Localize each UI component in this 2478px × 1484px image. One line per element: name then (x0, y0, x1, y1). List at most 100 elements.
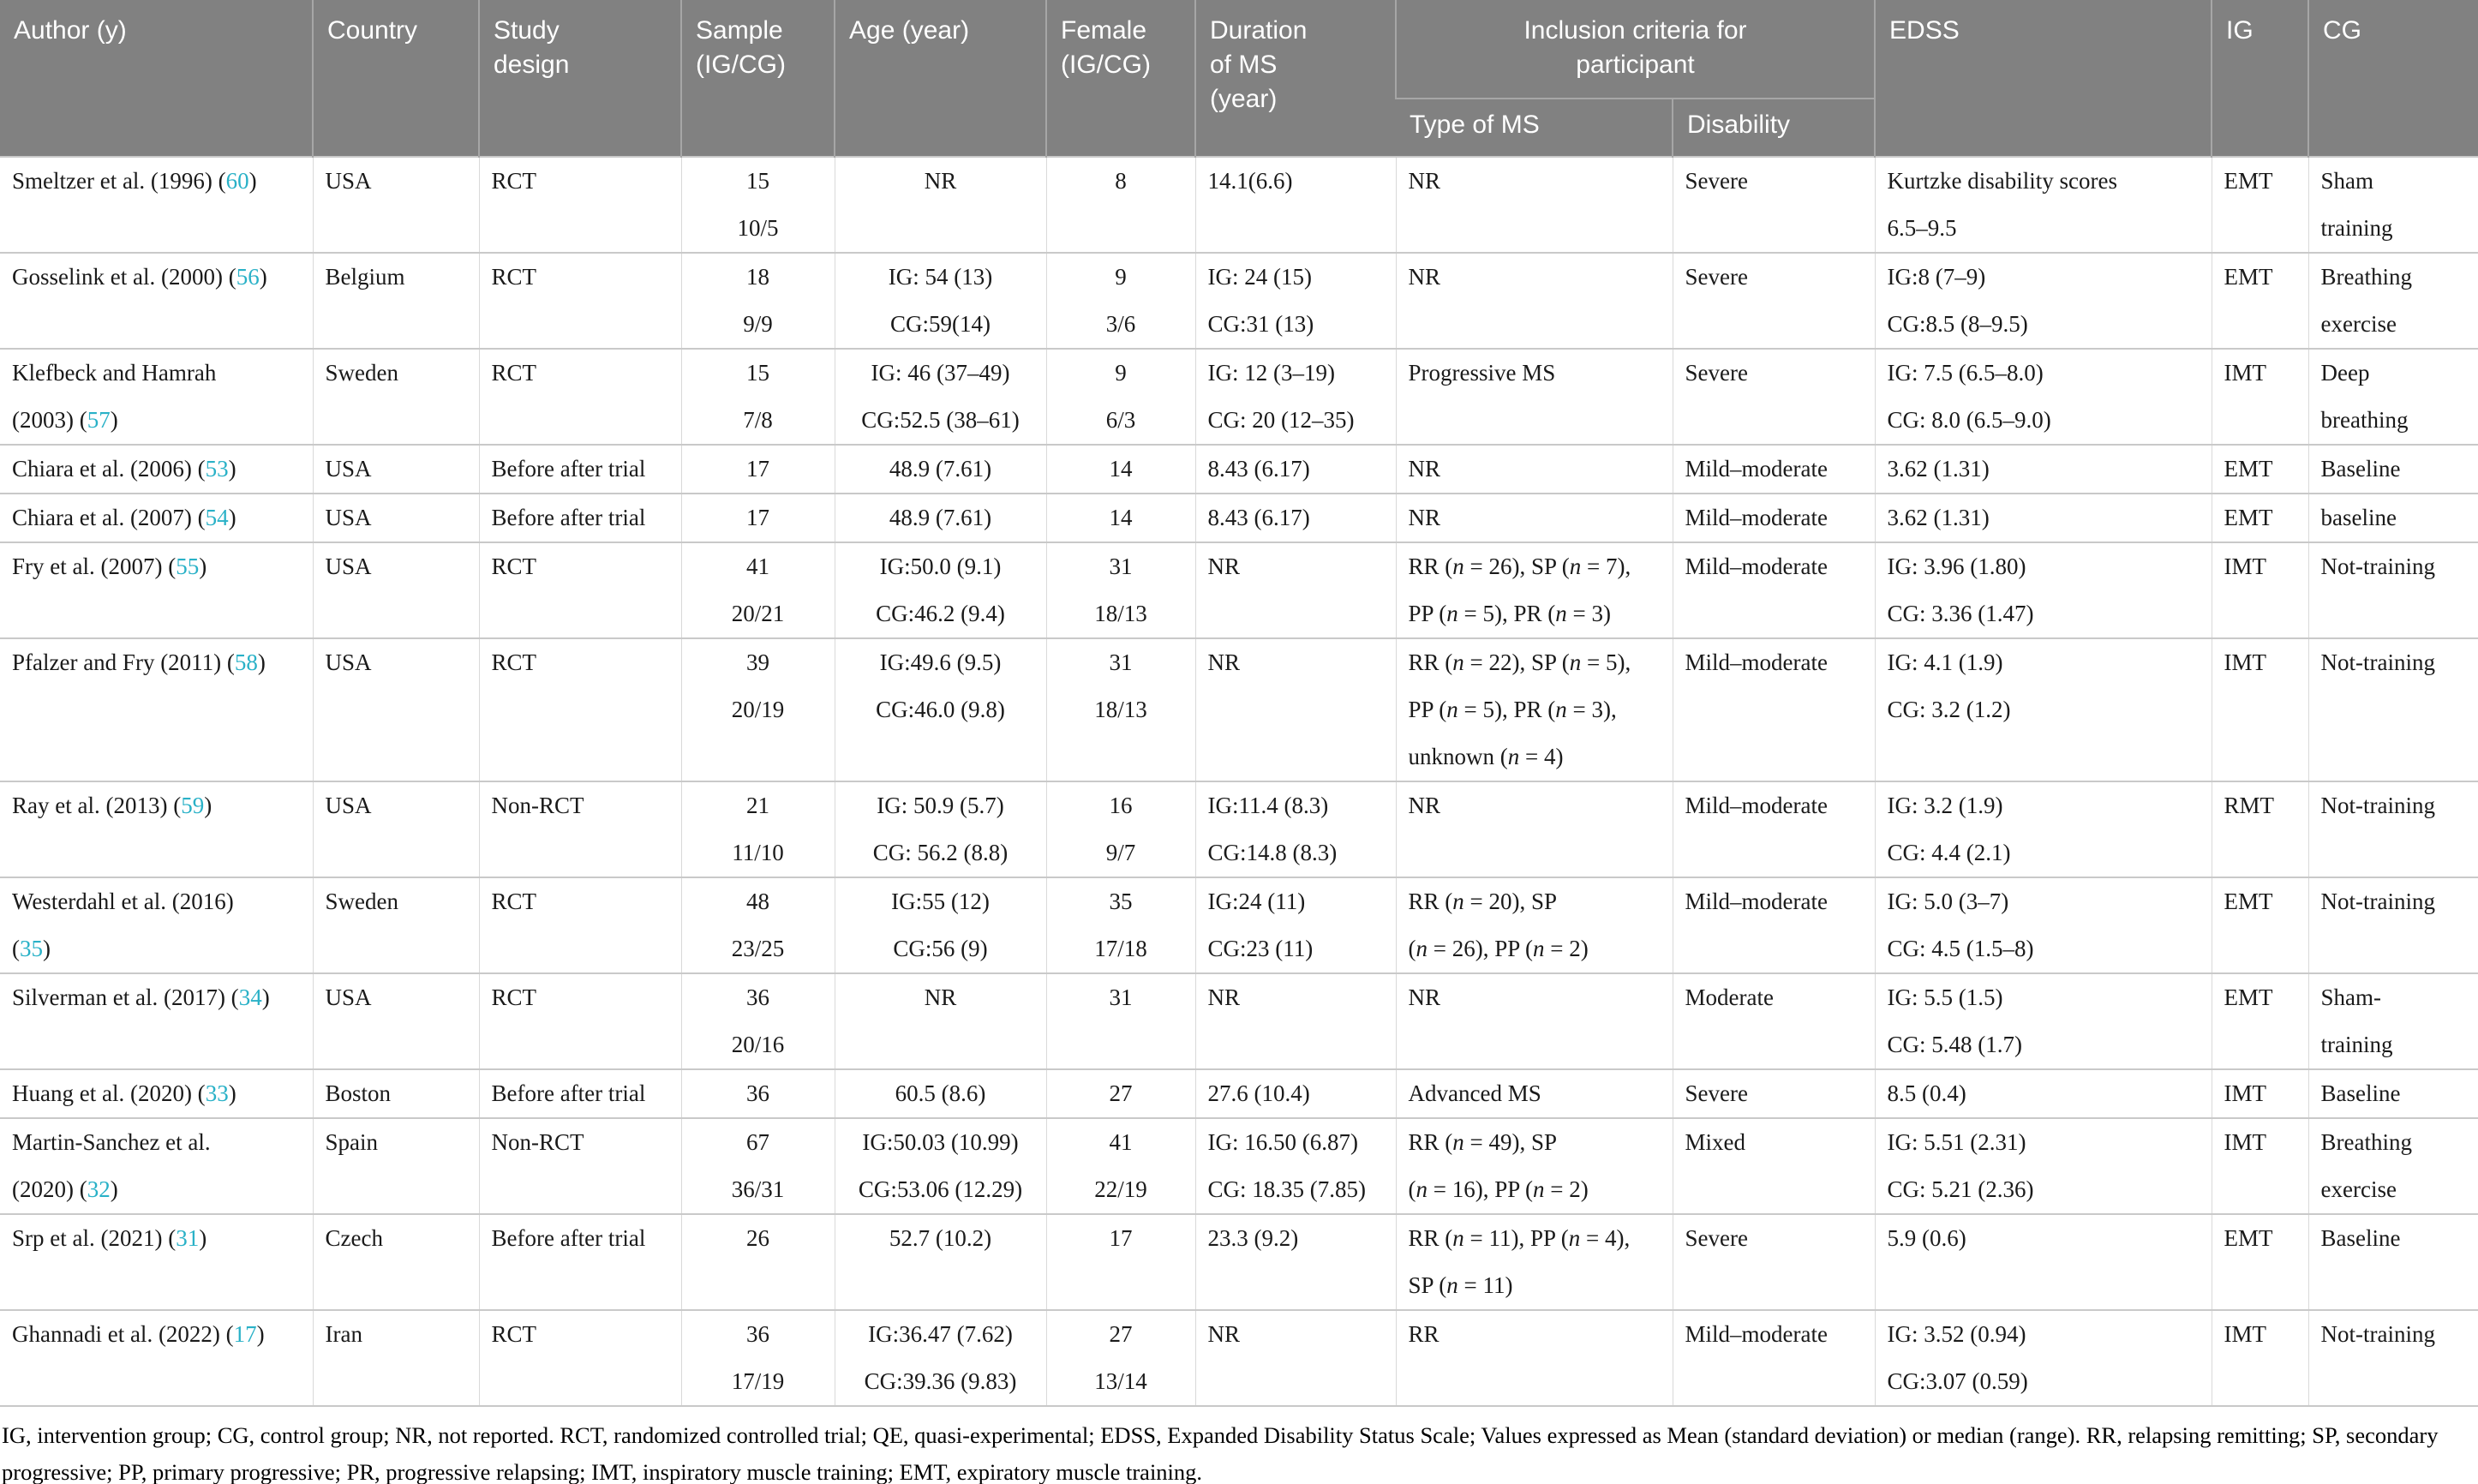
cell-duration: NR (1194, 542, 1396, 638)
cell-sample: 67 36/31 (680, 1118, 835, 1214)
cell-cg: Breathing exercise (2307, 253, 2478, 349)
citation-link[interactable]: 33 (205, 1080, 229, 1106)
citation-link[interactable]: 57 (87, 407, 111, 433)
cell-duration: 23.3 (9.2) (1194, 1214, 1396, 1310)
cell-female: 41 22/19 (1045, 1118, 1195, 1214)
cell-age: 48.9 (7.61) (834, 445, 1046, 494)
column-header-cg: CG (2307, 0, 2478, 157)
citation-link[interactable]: 17 (233, 1321, 257, 1347)
cell-cg: Not-training (2307, 542, 2478, 638)
cell-country: USA (312, 542, 479, 638)
cell-ig: IMT (2211, 638, 2309, 781)
table-header: Author (y) Country Study design Sample (… (0, 0, 2478, 157)
column-header-country: Country (312, 0, 479, 157)
cell-sample: 41 20/21 (680, 542, 835, 638)
cell-study-design: RCT (478, 349, 681, 445)
cell-female: 9 6/3 (1045, 349, 1195, 445)
cell-age: 52.7 (10.2) (834, 1214, 1046, 1310)
cell-cg: baseline (2307, 494, 2478, 542)
cell-study-design: RCT (478, 973, 681, 1069)
cell-edss: IG: 4.1 (1.9) CG: 3.2 (1.2) (1874, 638, 2212, 781)
cell-duration: IG:11.4 (8.3) CG:14.8 (8.3) (1194, 781, 1396, 877)
cell-disability: Mild–moderate (1672, 781, 1876, 877)
cell-edss: IG: 5.51 (2.31) CG: 5.21 (2.36) (1874, 1118, 2212, 1214)
cell-study-design: Before after trial (478, 494, 681, 542)
cell-cg: Sham training (2307, 157, 2478, 253)
cell-author: Srp et al. (2021) (31) (12, 1225, 207, 1251)
cell-cg: Baseline (2307, 1214, 2478, 1310)
citation-link[interactable]: 31 (176, 1225, 200, 1251)
cell-duration: 27.6 (10.4) (1194, 1069, 1396, 1118)
cell-edss: IG: 5.5 (1.5) CG: 5.48 (1.7) (1874, 973, 2212, 1069)
cell-country: USA (312, 973, 479, 1069)
cell-type-of-ms: RR (n = 26), SP (n = 7), PP (n = 5), PR (… (1395, 542, 1673, 638)
cell-sample: 39 20/19 (680, 638, 835, 781)
cell-duration: NR (1194, 638, 1396, 781)
citation-link[interactable]: 60 (225, 168, 249, 194)
cell-country: USA (312, 638, 479, 781)
citation-link[interactable]: 34 (238, 984, 262, 1010)
cell-female: 31 18/13 (1045, 638, 1195, 781)
cell-female: 17 (1045, 1214, 1195, 1310)
cell-author: Chiara et al. (2007) (54) (12, 505, 236, 530)
cell-type-of-ms: RR (n = 49), SP (n = 16), PP (n = 2) (1395, 1118, 1673, 1214)
citation-link[interactable]: 56 (236, 264, 260, 290)
cell-sample: 15 10/5 (680, 157, 835, 253)
cell-age: NR (834, 973, 1046, 1069)
table-row: Martin-Sanchez et al. (2020) (32) Spain Non… (0, 1118, 2478, 1214)
cell-cg: Not-training (2307, 781, 2478, 877)
cell-female: 14 (1045, 494, 1195, 542)
cell-study-design: Before after trial (478, 445, 681, 494)
cell-duration: NR (1194, 973, 1396, 1069)
citation-link[interactable]: 58 (234, 649, 258, 675)
citation-link[interactable]: 59 (181, 793, 205, 818)
cell-type-of-ms: NR (1395, 253, 1673, 349)
cell-ig: IMT (2211, 1118, 2309, 1214)
cell-ig: IMT (2211, 542, 2309, 638)
column-group-inclusion-criteria: Inclusion criteria for participant (1394, 0, 1876, 99)
cell-edss: 5.9 (0.6) (1874, 1214, 2212, 1310)
cell-cg: Sham-training (2307, 973, 2478, 1069)
cell-study-design: RCT (478, 1310, 681, 1406)
table-row: Huang et al. (2020) (33) Boston Before aft… (0, 1069, 2478, 1118)
cell-sample: 21 11/10 (680, 781, 835, 877)
cell-cg: Not-training (2307, 877, 2478, 973)
citation-link[interactable]: 55 (176, 554, 200, 579)
cell-study-design: Before after trial (478, 1069, 681, 1118)
table-row: Chiara et al. (2007) (54) USA Before after… (0, 494, 2478, 542)
cell-country: Iran (312, 1310, 479, 1406)
cell-author: Ghannadi et al. (2022) (17) (12, 1321, 265, 1347)
cell-age: IG:49.6 (9.5) CG:46.0 (9.8) (834, 638, 1046, 781)
cell-type-of-ms: Advanced MS (1395, 1069, 1673, 1118)
cell-type-of-ms: NR (1395, 494, 1673, 542)
cell-ig: EMT (2211, 157, 2309, 253)
citation-link[interactable]: 32 (87, 1176, 111, 1202)
cell-study-design: RCT (478, 542, 681, 638)
cell-edss: IG: 3.96 (1.80) CG: 3.36 (1.47) (1874, 542, 2212, 638)
citation-link[interactable]: 35 (20, 936, 43, 961)
cell-female: 14 (1045, 445, 1195, 494)
cell-country: Sweden (312, 877, 479, 973)
cell-author: Martin-Sanchez et al. (2020) (32) (12, 1129, 211, 1202)
cell-disability: Severe (1672, 1069, 1876, 1118)
column-header-study-design: Study design (478, 0, 681, 157)
citation-link[interactable]: 54 (205, 505, 229, 530)
citation-link[interactable]: 53 (205, 456, 229, 482)
cell-age: IG:50.0 (9.1) CG:46.2 (9.4) (834, 542, 1046, 638)
cell-disability: Mild–moderate (1672, 638, 1876, 781)
cell-sample: 36 (680, 1069, 835, 1118)
cell-ig: EMT (2211, 494, 2309, 542)
cell-female: 16 9/7 (1045, 781, 1195, 877)
table-row: Chiara et al. (2006) (53) USA Before after… (0, 445, 2478, 494)
cell-type-of-ms: RR (n = 22), SP (n = 5), PP (n = 5), PR (… (1395, 638, 1673, 781)
study-characteristics-table: Author (y) Country Study design Sample (… (0, 0, 2478, 1406)
cell-age: IG: 46 (37–49) CG:52.5 (38–61) (834, 349, 1046, 445)
cell-author: Pfalzer and Fry (2011) (58) (12, 649, 266, 675)
cell-author: Smeltzer et al. (1996) (60) (12, 168, 257, 194)
cell-disability: Mild–moderate (1672, 1310, 1876, 1406)
cell-ig: EMT (2211, 877, 2309, 973)
cell-type-of-ms: NR (1395, 445, 1673, 494)
cell-duration: 14.1(6.6) (1194, 157, 1396, 253)
table-footnote: IG, intervention group; CG, control grou… (2, 1422, 2439, 1484)
cell-disability: Mild–moderate (1672, 877, 1876, 973)
